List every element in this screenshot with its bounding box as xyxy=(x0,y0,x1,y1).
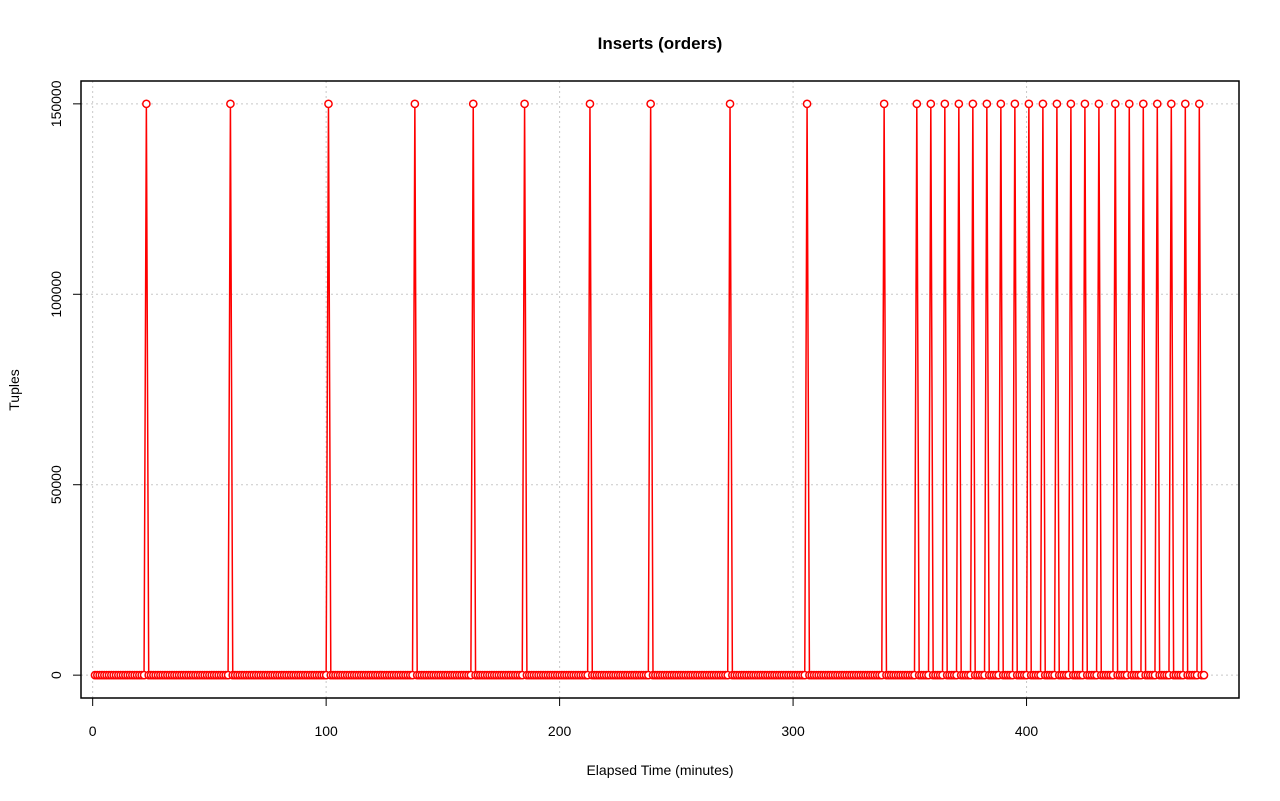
y-tick-label: 0 xyxy=(48,671,64,679)
x-tick-label: 200 xyxy=(548,723,572,739)
series-line xyxy=(95,103,1204,676)
axis-layer: 0 100 200 300 400 0 50000 100000 150000 xyxy=(48,80,1038,739)
data-layer xyxy=(90,99,1209,680)
data-point-spike xyxy=(410,99,420,109)
data-point-spike xyxy=(1110,99,1120,109)
data-point-spike xyxy=(1010,99,1020,109)
data-point-spike xyxy=(468,99,478,109)
plot-frame xyxy=(80,80,1240,699)
data-point-spike xyxy=(926,99,936,109)
data-point-spike xyxy=(725,99,735,109)
data-point-spike xyxy=(1124,99,1134,109)
data-point-spike xyxy=(1038,99,1048,109)
data-point-spike xyxy=(940,99,950,109)
data-point-spike xyxy=(1066,99,1076,109)
x-tick-label: 400 xyxy=(1015,723,1039,739)
x-tick-label: 300 xyxy=(781,723,805,739)
data-point-spike xyxy=(142,99,151,109)
data-point-spike xyxy=(1138,99,1148,109)
data-point-spike xyxy=(879,99,889,109)
grid-layer xyxy=(81,81,1239,698)
data-point-spike xyxy=(1080,99,1090,109)
chart-title: Inserts (orders) xyxy=(598,34,723,53)
data-point-spike xyxy=(1194,99,1204,109)
data-point-spike xyxy=(982,99,992,109)
x-tick-label: 0 xyxy=(89,723,97,739)
data-point-spike xyxy=(1166,99,1176,109)
data-point-spike xyxy=(324,99,333,109)
data-point-spike xyxy=(1094,99,1104,109)
data-point-spike xyxy=(954,99,964,109)
data-point-spike xyxy=(520,99,529,109)
x-axis-label: Elapsed Time (minutes) xyxy=(586,762,733,778)
x-tick-label: 100 xyxy=(314,723,338,739)
data-point-spike xyxy=(1152,99,1162,109)
data-point-spike xyxy=(1052,99,1062,109)
data-point xyxy=(1199,670,1209,680)
y-tick-label: 100000 xyxy=(48,271,64,318)
data-point-spike xyxy=(802,99,812,109)
y-tick-label: 150000 xyxy=(48,80,64,127)
data-point-spike xyxy=(646,99,656,109)
data-point-spike xyxy=(912,99,922,109)
y-tick-label: 50000 xyxy=(48,465,64,504)
data-point-spike xyxy=(585,99,595,109)
data-point-spike xyxy=(1180,99,1190,109)
data-point-spike xyxy=(226,99,235,109)
data-point-spike xyxy=(968,99,978,109)
y-axis-label: Tuples xyxy=(6,369,22,411)
data-point-spike xyxy=(1024,99,1034,109)
data-point-spike xyxy=(996,99,1006,109)
